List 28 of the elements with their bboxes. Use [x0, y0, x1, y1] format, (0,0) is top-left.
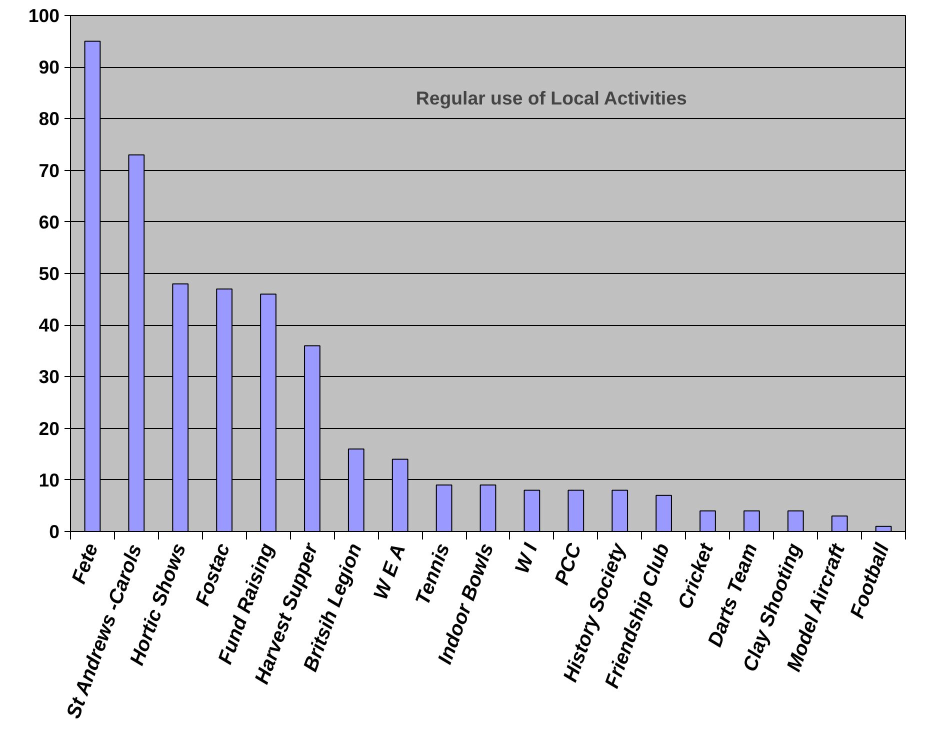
y-tick-label: 0: [49, 521, 60, 542]
bar: [831, 516, 848, 532]
x-tick-label: Fete: [68, 540, 103, 587]
y-tick-label: 100: [28, 5, 60, 26]
y-tick-label: 50: [38, 263, 60, 284]
y-tick-label: 10: [38, 469, 60, 490]
bar: [743, 510, 760, 532]
y-tick-label: 60: [38, 211, 60, 232]
x-tick-label: Fostac: [192, 540, 235, 609]
bar: [787, 510, 804, 532]
x-tick-label: PCC: [551, 540, 586, 588]
y-tick-label: 40: [38, 314, 60, 336]
x-tick-label: W E A: [370, 541, 410, 603]
x-tick-label: W I: [511, 540, 542, 576]
bar: [524, 490, 540, 532]
bar: [480, 484, 496, 532]
y-tick-label: 70: [38, 160, 60, 181]
bar: [612, 490, 628, 532]
bar: [700, 510, 716, 532]
y-tick-label: 30: [38, 366, 60, 388]
y-tick-label: 90: [38, 56, 60, 78]
text: Regular use of Local Activities: [416, 87, 687, 108]
x-tick-label: Tennis: [412, 540, 454, 608]
bar: [436, 484, 452, 532]
y-tick-label: 20: [38, 418, 60, 439]
y-tick-label: 80: [38, 108, 60, 130]
bar: [568, 490, 584, 532]
bar: [656, 494, 672, 532]
